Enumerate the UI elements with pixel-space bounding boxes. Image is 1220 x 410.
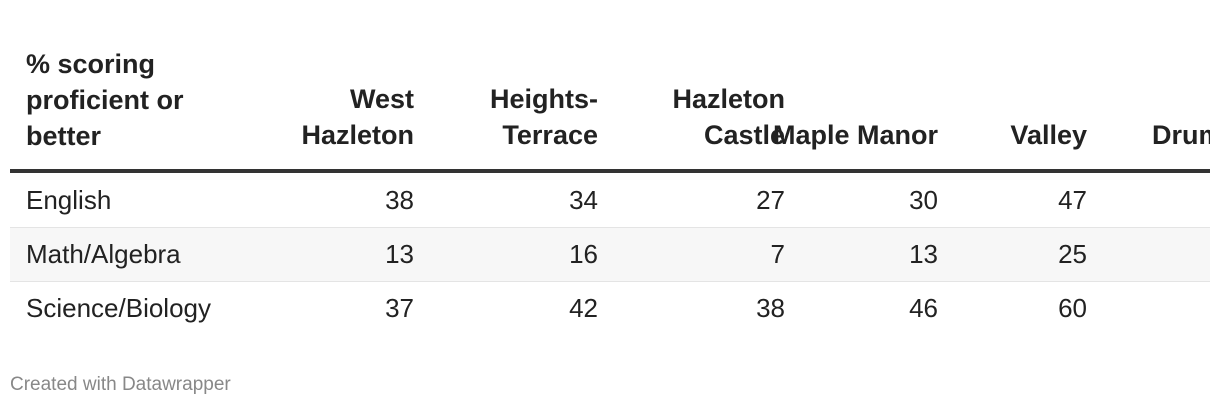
column-header: Hazleton Castle: [672, 84, 785, 150]
cell-value: 47: [1058, 185, 1087, 215]
cell-value: 7: [770, 239, 785, 269]
row-label: English: [26, 185, 112, 215]
column-header: Maple Manor: [772, 120, 938, 150]
cell-value: 13: [385, 239, 414, 269]
row-rule: [10, 227, 1210, 228]
cell-value: 38: [385, 185, 414, 215]
column-header: Valley: [1010, 120, 1087, 150]
column-header: Heights-Terrace: [490, 84, 598, 150]
header-rule: [10, 169, 1210, 173]
cell-value: 38: [756, 293, 785, 323]
row-label: Math/Algebra: [26, 239, 181, 269]
row-rule: [10, 281, 1210, 282]
cell-value: 46: [909, 293, 938, 323]
column-header: West Hazleton: [301, 84, 414, 150]
cell-value: 27: [756, 185, 785, 215]
cell-value: 16: [569, 239, 598, 269]
cell-value: 13: [909, 239, 938, 269]
row-shade: [10, 227, 1210, 281]
cell-value: 34: [569, 185, 598, 215]
column-header: Drums: [1152, 120, 1210, 150]
cell-value: 42: [569, 293, 598, 323]
cell-value: 37: [385, 293, 414, 323]
cell-value: 25: [1058, 239, 1087, 269]
cell-value: 30: [909, 185, 938, 215]
credit: Created with Datawrapper: [10, 374, 231, 395]
table-title: % scoring proficient or better: [26, 49, 184, 151]
cell-value: 60: [1058, 293, 1087, 323]
row-label: Science/Biology: [26, 293, 211, 323]
